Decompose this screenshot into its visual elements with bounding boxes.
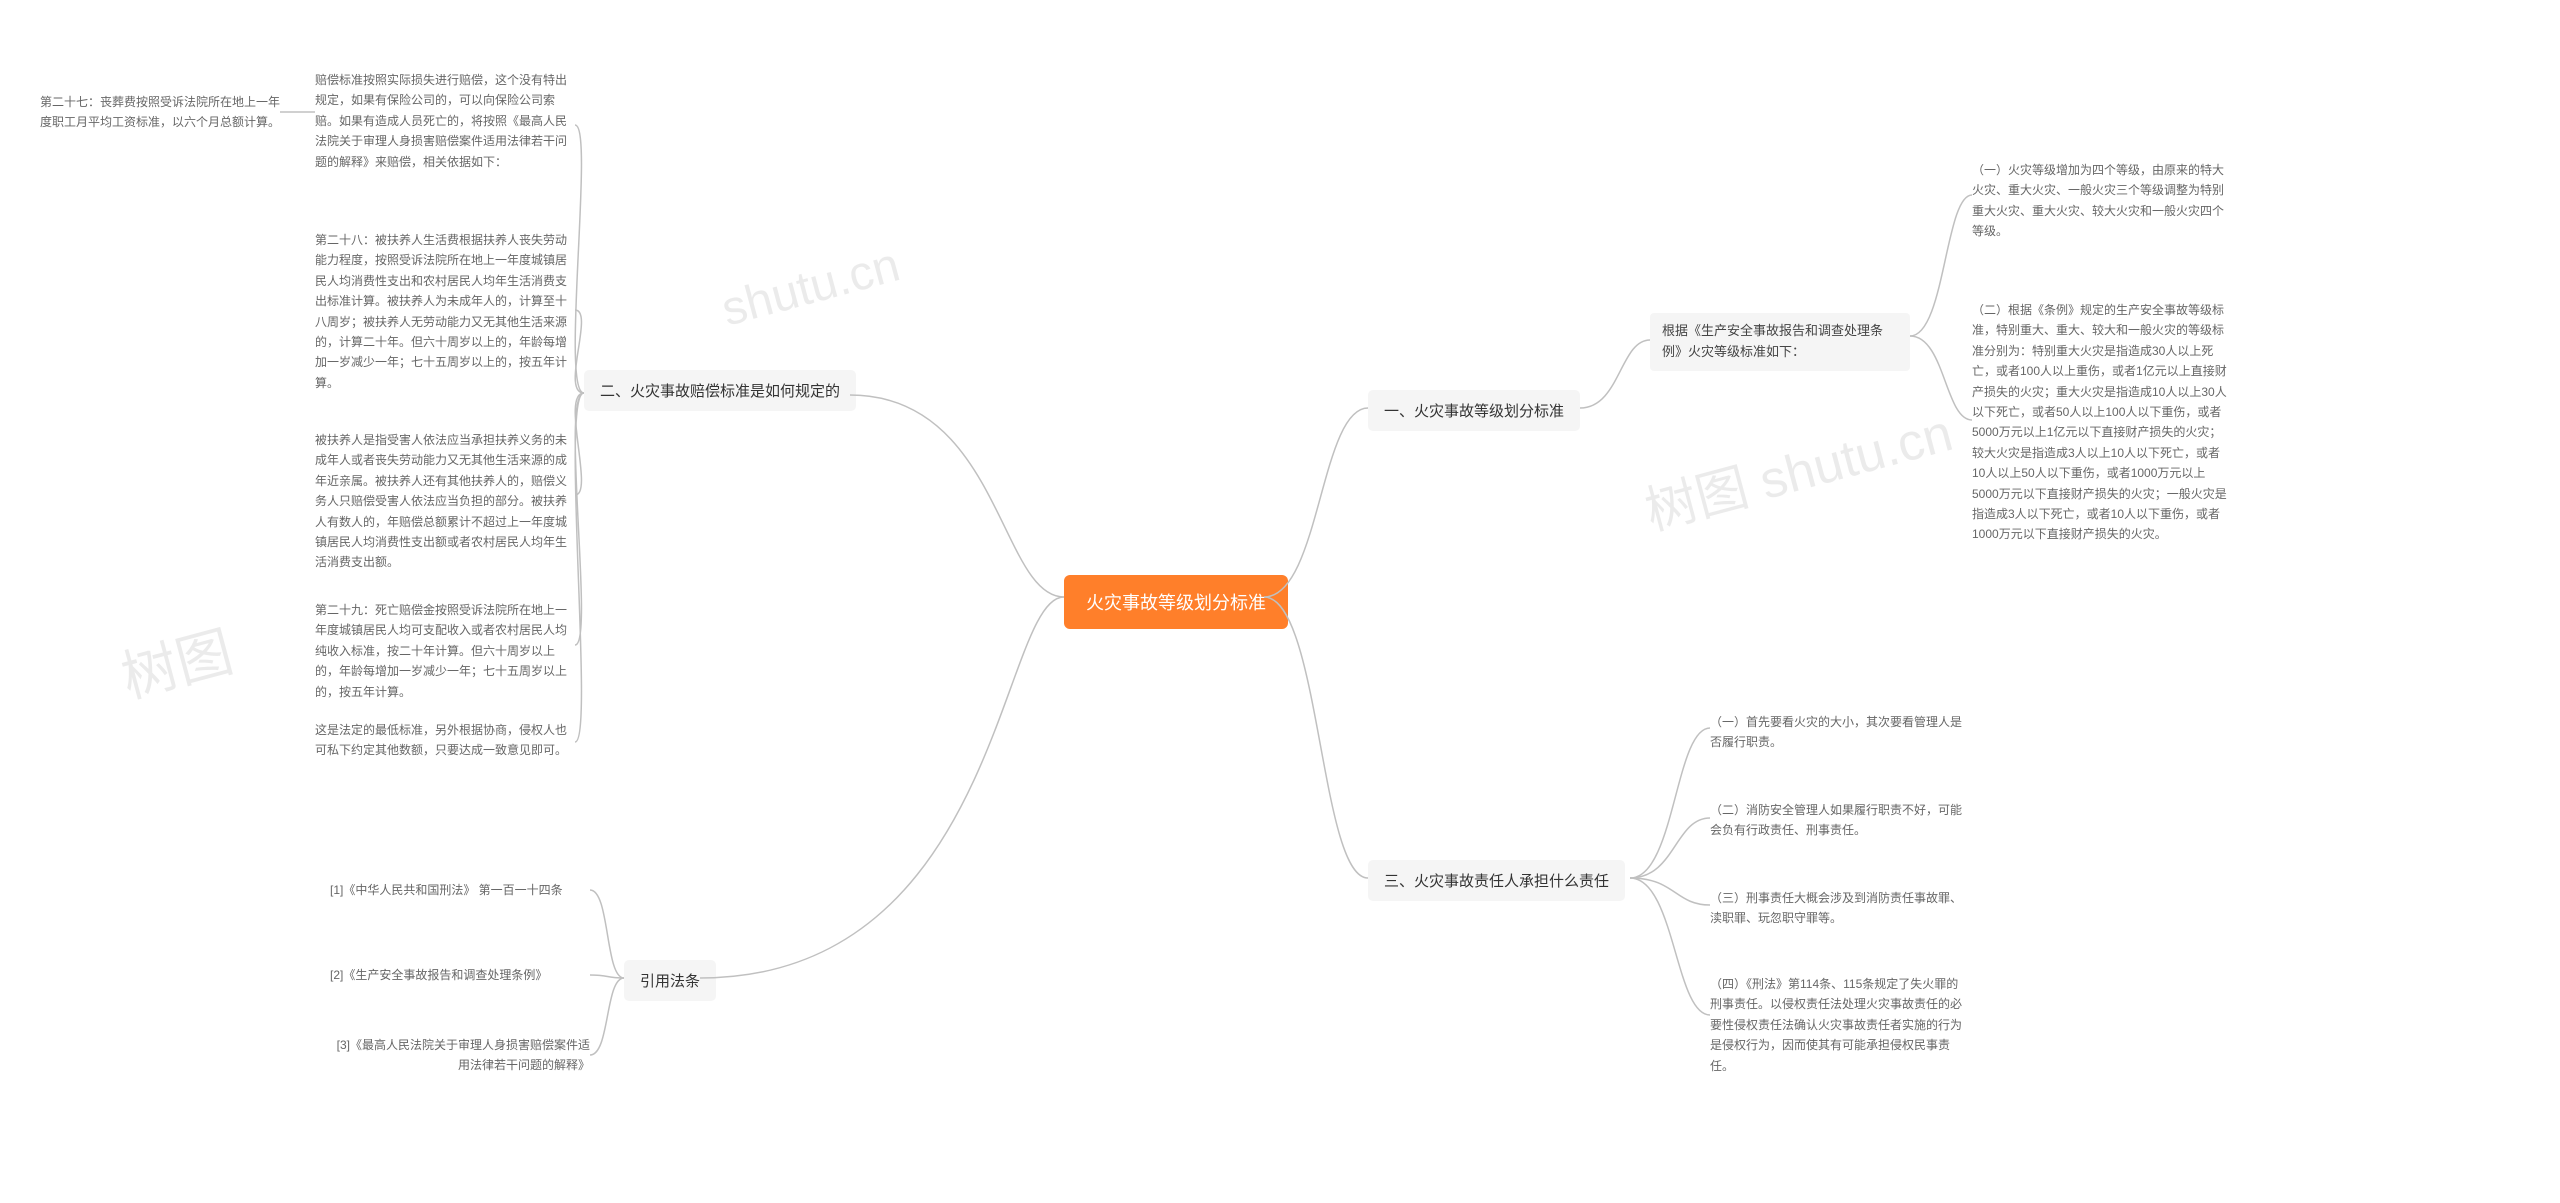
branch-node-right-1: 一、火灾事故等级划分标准 (1368, 390, 1580, 431)
root-node: 火灾事故等级划分标准 (1064, 575, 1288, 629)
leaf-node: [3]《最高人民法院关于审理人身损害赔偿案件适用法律若干问题的解释》 (330, 1035, 590, 1076)
sub-node: 根据《生产安全事故报告和调查处理条例》火灾等级标准如下： (1650, 313, 1910, 371)
leaf-node: 第二十八：被扶养人生活费根据扶养人丧失劳动能力程度，按照受诉法院所在地上一年度城… (315, 230, 575, 393)
watermark: 树图 shutu.cn (1636, 391, 1960, 545)
branch-node-left-2: 二、火灾事故赔偿标准是如何规定的 (584, 370, 856, 411)
leaf-node: 被扶养人是指受害人依法应当承担扶养义务的未成年人或者丧失劳动能力又无其他生活来源… (315, 430, 575, 573)
leaf-node: 这是法定的最低标准，另外根据协商，侵权人也可私下约定其他数额，只要达成一致意见即… (315, 720, 575, 761)
leaf-node: [2]《生产安全事故报告和调查处理条例》 (330, 965, 547, 985)
watermark: shutu.cn (716, 237, 906, 337)
leaf-node: （四）《刑法》第114条、115条规定了失火罪的刑事责任。以侵权责任法处理火灾事… (1710, 974, 1970, 1076)
leaf-node: （二）根据《条例》规定的生产安全事故等级标准，特别重大、重大、较大和一般火灾的等… (1972, 300, 2232, 545)
branch-node-right-3: 三、火灾事故责任人承担什么责任 (1368, 860, 1625, 901)
leaf-node: [1]《中华人民共和国刑法》 第一百一十四条 (330, 880, 563, 900)
leaf-node: （三）刑事责任大概会涉及到消防责任事故罪、渎职罪、玩忽职守罪等。 (1710, 888, 1970, 929)
watermark: 树图 (111, 607, 240, 714)
leaf-node: 第二十九：死亡赔偿金按照受诉法院所在地上一年度城镇居民人均可支配收入或者农村居民… (315, 600, 575, 702)
leaf-node: 赔偿标准按照实际损失进行赔偿，这个没有特出规定，如果有保险公司的，可以向保险公司… (315, 70, 575, 172)
leaf-node: （一）首先要看火灾的大小，其次要看管理人是否履行职责。 (1710, 712, 1970, 753)
leaf-node: （一）火灾等级增加为四个等级，由原来的特大火灾、重大火灾、一般火灾三个等级调整为… (1972, 160, 2232, 242)
branch-node-left-refs: 引用法条 (624, 960, 716, 1001)
leaf-node: 第二十七：丧葬费按照受诉法院所在地上一年度职工月平均工资标准，以六个月总额计算。 (40, 92, 280, 133)
leaf-node: （二）消防安全管理人如果履行职责不好，可能会负有行政责任、刑事责任。 (1710, 800, 1970, 841)
